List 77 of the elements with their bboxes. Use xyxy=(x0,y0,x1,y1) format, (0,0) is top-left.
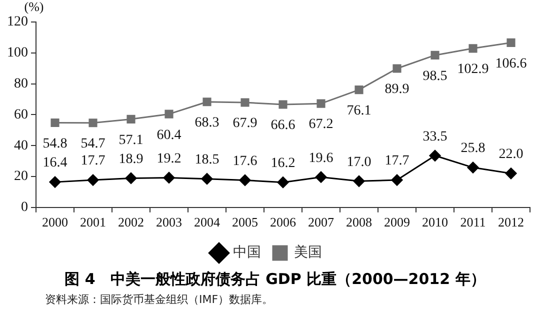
y-tick-label: 100 xyxy=(7,46,28,61)
data-label: 67.9 xyxy=(232,116,258,132)
point xyxy=(50,118,60,128)
point xyxy=(506,38,516,47)
point xyxy=(164,110,174,118)
data-label: 54.7 xyxy=(80,136,106,152)
data-label: 19.6 xyxy=(308,150,334,166)
y-axis-title: (%) xyxy=(24,0,44,14)
x-tick-label: 2002 xyxy=(118,214,144,230)
point xyxy=(278,100,288,109)
point xyxy=(125,172,137,184)
point xyxy=(315,171,327,183)
y-tick-label: 20 xyxy=(14,169,28,184)
data-label: 76.1 xyxy=(346,103,372,118)
data-label: 17.7 xyxy=(384,154,410,169)
x-tick-label: 2008 xyxy=(346,214,372,230)
data-label: 19.2 xyxy=(156,151,182,166)
data-label: 68.3 xyxy=(194,116,220,131)
data-label: 57.1 xyxy=(118,132,144,148)
x-tick-label: 2001 xyxy=(80,214,106,230)
point xyxy=(391,174,403,186)
data-label: 25.8 xyxy=(460,141,486,156)
x-tick-label: 2009 xyxy=(384,214,410,230)
data-label: 54.8 xyxy=(42,136,68,152)
point xyxy=(430,50,440,60)
point xyxy=(354,86,364,94)
data-label: 60.4 xyxy=(156,128,182,143)
point xyxy=(87,174,99,186)
data-label: 102.9 xyxy=(457,62,489,78)
y-tick-label: 120 xyxy=(7,14,28,30)
data-label: 18.9 xyxy=(118,152,144,167)
point xyxy=(392,64,402,73)
point xyxy=(49,176,61,188)
text: 资料来源：国际货币基金组织（IMF）数据库。 xyxy=(45,292,274,307)
y-tick-label: 0 xyxy=(21,200,28,216)
data-label: 17.7 xyxy=(80,154,106,169)
point xyxy=(201,173,213,185)
point xyxy=(126,114,136,124)
data-label: 22.0 xyxy=(498,147,524,162)
x-tick-label: 2010 xyxy=(422,214,448,230)
data-label: 106.6 xyxy=(495,56,527,72)
legend-label: 美国 xyxy=(294,244,322,261)
point xyxy=(239,174,251,186)
point xyxy=(467,162,479,174)
x-tick-label: 2006 xyxy=(270,214,296,230)
point xyxy=(88,118,98,128)
point xyxy=(163,172,175,184)
point xyxy=(202,98,212,106)
y-tick-label: 60 xyxy=(14,107,28,122)
y-tick-label: 40 xyxy=(14,138,28,154)
point xyxy=(353,175,365,187)
legend-label: 中国 xyxy=(233,244,261,261)
y-tick-label: 80 xyxy=(14,76,28,92)
x-tick-label: 2011 xyxy=(460,214,486,230)
data-label: 16.4 xyxy=(42,156,68,171)
point xyxy=(316,99,326,108)
x-tick-label: 2004 xyxy=(194,214,220,230)
point xyxy=(468,44,478,53)
point xyxy=(505,168,517,180)
data-label: 16.2 xyxy=(270,156,296,172)
data-label: 67.2 xyxy=(308,117,334,132)
x-tick-label: 2000 xyxy=(42,214,68,230)
point xyxy=(429,150,441,162)
point xyxy=(240,98,250,107)
data-label: 17.6 xyxy=(232,154,258,169)
point xyxy=(277,176,289,188)
x-tick-label: 2005 xyxy=(232,214,258,230)
data-label: 18.5 xyxy=(194,152,220,168)
x-tick-label: 2012 xyxy=(498,214,524,230)
data-label: 89.9 xyxy=(384,82,410,98)
data-label: 98.5 xyxy=(422,68,448,84)
data-label: 17.0 xyxy=(346,154,372,170)
data-label: 66.6 xyxy=(270,118,296,134)
x-tick-label: 2007 xyxy=(308,214,334,230)
data-label: 33.5 xyxy=(422,129,448,144)
x-tick-label: 2003 xyxy=(156,214,182,230)
text: 图 4 中美一般性政府债务占 GDP 比重（2000—2012 年） xyxy=(64,270,486,289)
